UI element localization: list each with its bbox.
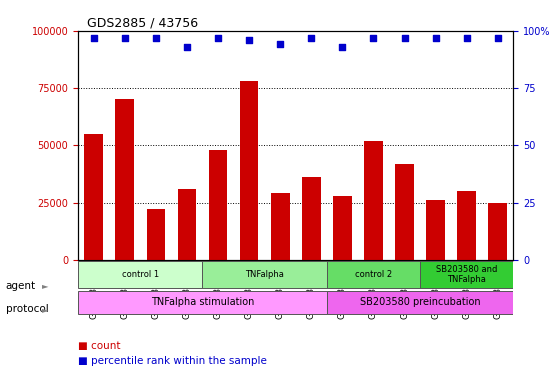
Text: GDS2885 / 43756: GDS2885 / 43756 xyxy=(87,17,198,30)
Bar xyxy=(271,194,290,260)
Point xyxy=(431,35,440,41)
Text: protocol: protocol xyxy=(6,304,49,314)
Point xyxy=(182,44,191,50)
Bar xyxy=(327,291,513,314)
Point xyxy=(121,35,129,41)
Bar xyxy=(420,262,513,288)
Bar xyxy=(302,177,321,260)
Text: SB203580 and
TNFalpha: SB203580 and TNFalpha xyxy=(436,265,497,285)
Text: SB203580 preincubation: SB203580 preincubation xyxy=(360,297,480,307)
Text: TNFalpha: TNFalpha xyxy=(245,270,284,279)
Bar xyxy=(78,262,203,288)
Bar xyxy=(333,196,352,260)
Text: ■ count: ■ count xyxy=(78,341,121,351)
Bar xyxy=(78,291,327,314)
Text: ►: ► xyxy=(42,281,49,291)
Bar xyxy=(177,189,196,260)
Point xyxy=(276,41,285,48)
Text: agent: agent xyxy=(6,281,36,291)
Bar xyxy=(327,262,420,288)
Point xyxy=(244,37,253,43)
Point xyxy=(369,35,378,41)
Bar xyxy=(84,134,103,260)
Bar xyxy=(147,209,165,260)
Point xyxy=(89,35,98,41)
Bar xyxy=(458,191,476,260)
Bar xyxy=(203,262,327,288)
Bar xyxy=(209,150,227,260)
Text: TNFalpha stimulation: TNFalpha stimulation xyxy=(151,297,254,307)
Text: control 2: control 2 xyxy=(355,270,392,279)
Point xyxy=(462,35,471,41)
Bar xyxy=(116,99,134,260)
Text: control 1: control 1 xyxy=(122,270,159,279)
Point xyxy=(338,44,347,50)
Point xyxy=(214,35,223,41)
Point xyxy=(307,35,316,41)
Bar xyxy=(395,164,414,260)
Point xyxy=(400,35,409,41)
Point xyxy=(493,35,502,41)
Bar xyxy=(488,203,507,260)
Text: ►: ► xyxy=(42,305,49,314)
Text: ■ percentile rank within the sample: ■ percentile rank within the sample xyxy=(78,356,267,366)
Bar xyxy=(240,81,258,260)
Point xyxy=(151,35,160,41)
Bar xyxy=(426,200,445,260)
Bar xyxy=(364,141,383,260)
